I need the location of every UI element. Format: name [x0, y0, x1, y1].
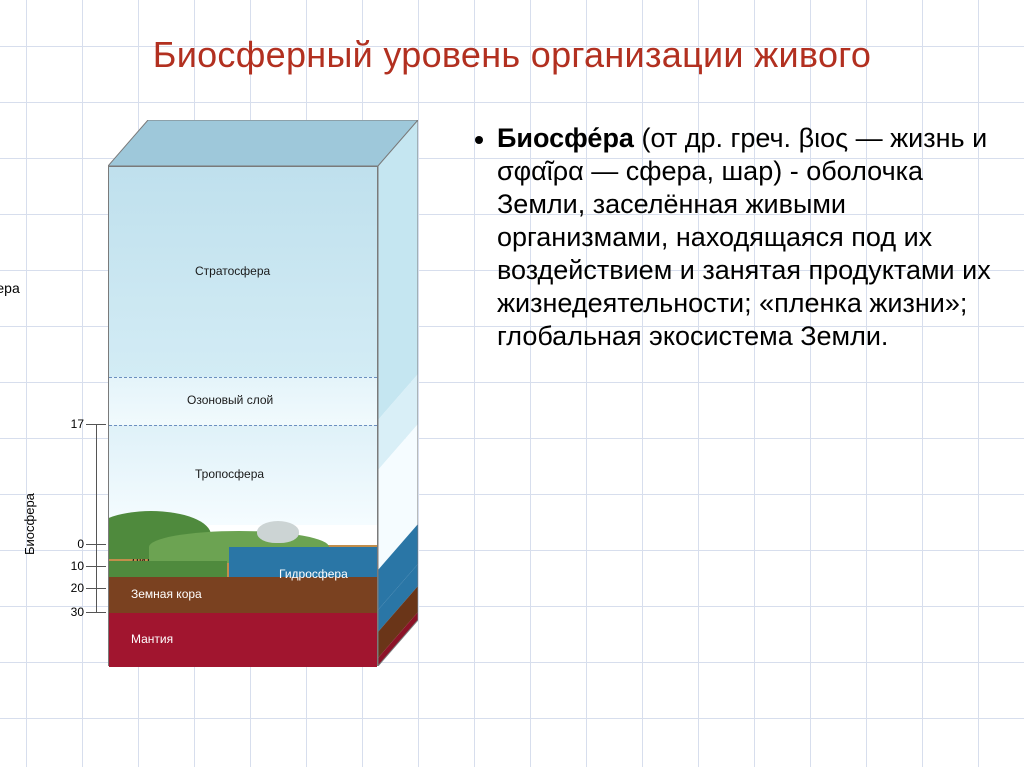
layer-label-troposphere: Тропосфера [195, 467, 264, 481]
scale-number: 0 [60, 537, 84, 551]
atmosphere-label: Атмосфера [0, 280, 20, 296]
scale-tick [86, 566, 106, 567]
layer-crust: Земная кора [109, 577, 377, 613]
layer-ozone: Озоновый слой [109, 377, 377, 425]
ground-scene [109, 497, 377, 577]
layer-mantle: Мантия [109, 613, 377, 667]
scale: 17 0 10 20 30 [60, 166, 106, 666]
definition-body: (от др. греч. βιος — жизнь и σφαῖρα — сф… [497, 123, 991, 351]
slide-title: Биосферный уровень организации живого [0, 34, 1024, 76]
bullet-icon [475, 136, 483, 144]
dashed-separator [109, 377, 377, 378]
layer-label-crust: Земная кора [131, 587, 202, 601]
layer-label-stratosphere: Стратосфера [195, 264, 270, 278]
cube-front-face: МантияЗемная кораЛитосфераТропосфераОзон… [108, 166, 378, 666]
scale-number: 10 [60, 559, 84, 573]
biosphere-diagram: Атмосфера Биосфера 17 0 10 20 30 [0, 120, 475, 767]
scale-number: 20 [60, 581, 84, 595]
layer-label-mantle: Мантия [131, 632, 173, 646]
hydrosphere-label: Гидросфера [279, 567, 348, 581]
scale-tick [86, 588, 106, 589]
scale-number: 17 [60, 417, 84, 431]
biosphere-bar-cap [92, 424, 100, 425]
biosphere-side-label: Биосфера [22, 493, 37, 555]
cube-side-face [378, 120, 418, 666]
cube-top-face [108, 120, 418, 166]
cloud-icon [257, 521, 299, 543]
layer-label-ozone: Озоновый слой [187, 393, 273, 407]
layer-stratosphere: Стратосфера [109, 167, 377, 377]
bullet-item: Биосфе́ра (от др. греч. βιος — жизнь и σ… [475, 122, 994, 353]
dashed-separator [109, 425, 377, 426]
biosphere-extent-bar [96, 424, 97, 612]
main-row: Атмосфера Биосфера 17 0 10 20 30 [0, 120, 1024, 767]
scale-tick [86, 544, 106, 545]
shore [109, 561, 227, 577]
scale-number: 30 [60, 605, 84, 619]
biosphere-bar-cap [92, 612, 100, 613]
definition-text: Биосфе́ра (от др. греч. βιος — жизнь и σ… [497, 122, 994, 353]
slide-content: Биосферный уровень организации живого Ат… [0, 0, 1024, 767]
earth-cube: МантияЗемная кораЛитосфераТропосфераОзон… [108, 120, 418, 665]
definition-column: Биосфе́ра (от др. греч. βιος — жизнь и σ… [475, 120, 1024, 767]
definition-term: Биосфе́ра [497, 123, 634, 153]
